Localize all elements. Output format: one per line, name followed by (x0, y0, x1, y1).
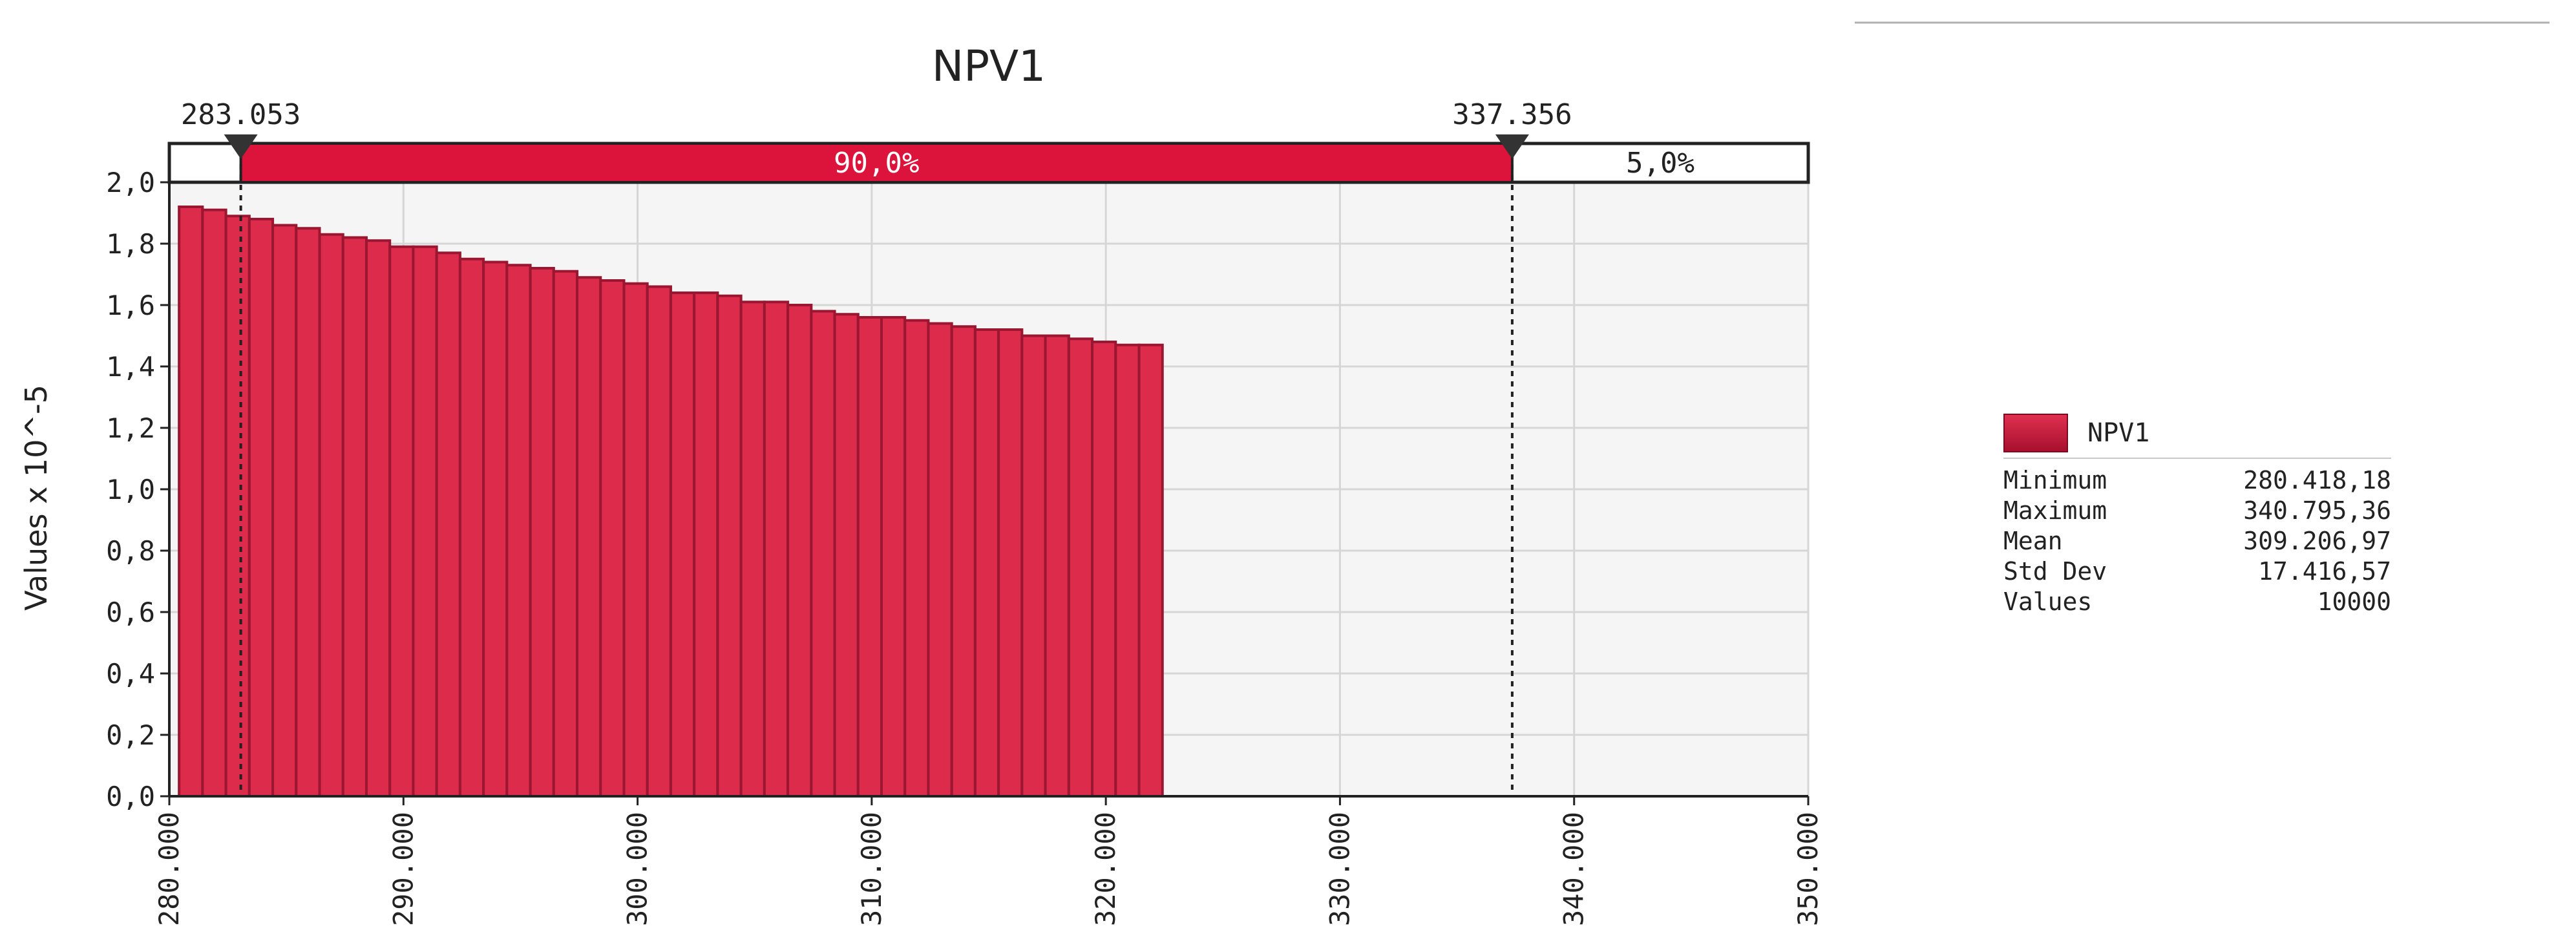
delimiter-right-pct: 5,0% (1626, 147, 1694, 180)
x-tick-label: 290.000 (387, 812, 419, 926)
x-tick-label: 340.000 (1558, 812, 1590, 926)
bar (1067, 337, 1094, 798)
bar (552, 270, 579, 798)
bar (856, 316, 883, 798)
x-tick-label: 280.000 (153, 812, 185, 926)
bar (295, 227, 321, 798)
stat-row: Minimum 280.418,18 (2003, 465, 2391, 496)
bar (364, 239, 392, 798)
stat-value: 10000 (2317, 587, 2391, 616)
delimiter-middle-segment (239, 142, 1514, 184)
y-tick-label: 0,4 (106, 658, 155, 690)
bar (669, 291, 696, 798)
bar (388, 245, 415, 798)
bar (271, 224, 298, 798)
stat-value: 340.795,36 (2243, 496, 2391, 525)
bar (576, 276, 602, 798)
legend-series-name: NPV1 (2087, 418, 2150, 448)
x-tick-label: 330.000 (1324, 812, 1355, 926)
chart-title: NPV1 (932, 41, 1046, 91)
bar (224, 215, 251, 798)
stat-label: Values (2003, 587, 2093, 616)
stat-row: Mean 309.206,97 (2003, 526, 2391, 556)
bar (1137, 343, 1164, 798)
delimiter-middle-pct: 90,0% (834, 147, 919, 180)
x-tick-label: 350.000 (1792, 812, 1824, 926)
stat-row: Values 10000 (2003, 587, 2391, 617)
bar (458, 257, 485, 798)
y-tick-label: 0,0 (106, 781, 155, 812)
bar (833, 313, 860, 798)
bar (880, 316, 907, 798)
bar (248, 218, 275, 798)
delimiter-right-value: 337.356 (1452, 98, 1572, 131)
bar (1020, 334, 1047, 798)
y-tick-label: 1,0 (106, 474, 155, 505)
bar (341, 236, 368, 798)
y-tick-label: 0,6 (106, 597, 155, 628)
bar (529, 267, 555, 798)
bar (622, 282, 649, 798)
stat-row: Std Dev 17.416,57 (2003, 556, 2391, 587)
delimiter-bar[interactable]: 90,0% 5,0% 283.053 337.356 (167, 98, 1810, 796)
legend-swatch (2003, 414, 2068, 452)
y-tick-label: 0,8 (106, 535, 155, 567)
y-tick-label: 0,2 (106, 719, 155, 751)
bar (435, 251, 461, 798)
delimiter-right-handle-icon (1495, 134, 1529, 159)
x-tick-label: 310.000 (856, 812, 887, 926)
bar (1114, 343, 1141, 798)
y-tick-label: 1,2 (106, 412, 155, 444)
legend-panel: NPV1 Minimum 280.418,18 Maximum 340.795,36… (2003, 414, 2391, 617)
bar (927, 322, 953, 798)
stat-label: Maximum (2003, 496, 2107, 525)
y-tick-label: 1,8 (106, 228, 155, 260)
stat-value: 17.416,57 (2258, 557, 2391, 586)
stat-value: 309.206,97 (2243, 527, 2391, 555)
bar (716, 294, 743, 798)
bar (1091, 341, 1117, 798)
bar (973, 328, 1000, 798)
bar (739, 301, 766, 798)
x-tick-label: 320.000 (1090, 812, 1121, 926)
stat-row: Maximum 340.795,36 (2003, 496, 2391, 526)
stat-label: Std Dev (2003, 557, 2107, 586)
bar (1044, 334, 1070, 798)
bar (950, 325, 977, 798)
bar (903, 319, 930, 798)
x-tick-label: 300.000 (622, 812, 653, 926)
stat-label: Minimum (2003, 466, 2107, 494)
bar (412, 245, 438, 798)
bar (693, 291, 719, 798)
bar (997, 328, 1024, 798)
legend-header: NPV1 (2003, 414, 2391, 459)
y-tick-label: 2,0 (106, 167, 155, 198)
bar (201, 208, 227, 798)
delimiter-left-handle-icon (224, 134, 258, 159)
bar (763, 301, 790, 798)
bar (178, 206, 204, 798)
y-tick-label: 1,4 (106, 351, 155, 383)
stat-label: Mean (2003, 527, 2063, 555)
y-axis-label: Values x 10^-5 (19, 385, 54, 611)
axes: 0,0 0,2 0,4 0,6 0,8 1,0 1,2 1,4 1,6 1,8 2,0 280.000… (106, 167, 1824, 926)
stat-value: 280.418,18 (2243, 466, 2391, 494)
bars (178, 206, 1164, 798)
delimiter-left-value: 283.053 (181, 98, 301, 131)
bar (599, 279, 626, 798)
bar (810, 310, 836, 798)
y-axis-label-group: Values x 10^-5 (19, 385, 54, 611)
y-tick-label: 1,6 (106, 290, 155, 321)
bar (318, 233, 344, 798)
bar (482, 260, 509, 798)
bar (787, 304, 813, 798)
bar (646, 285, 672, 798)
stats-list: Minimum 280.418,18 Maximum 340.795,36 Mean… (2003, 465, 2391, 617)
bar (505, 264, 532, 798)
